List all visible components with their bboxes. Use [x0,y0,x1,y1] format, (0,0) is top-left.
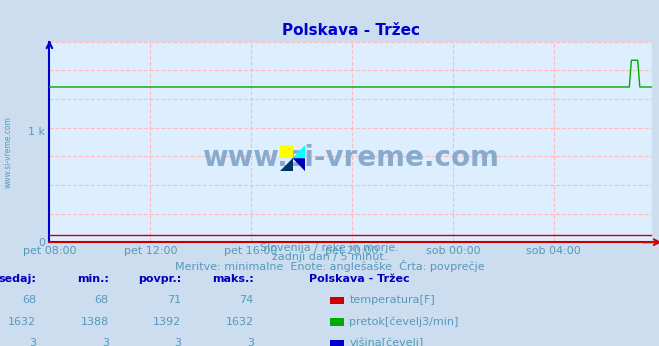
Title: Polskava - Tržec: Polskava - Tržec [282,22,420,38]
Text: Polskava - Tržec: Polskava - Tržec [309,274,409,284]
Text: Meritve: minimalne  Enote: anglešaške  Črta: povprečje: Meritve: minimalne Enote: anglešaške Črt… [175,260,484,272]
Text: 68: 68 [22,295,36,306]
Text: povpr.:: povpr.: [138,274,181,284]
Text: 74: 74 [239,295,254,306]
Text: maks.:: maks.: [212,274,254,284]
Polygon shape [280,158,293,171]
Text: 1632: 1632 [8,317,36,327]
Text: 3: 3 [246,338,254,346]
Text: 1388: 1388 [80,317,109,327]
Text: www.si-vreme.com: www.si-vreme.com [202,144,500,172]
Text: 3: 3 [29,338,36,346]
Text: min.:: min.: [77,274,109,284]
Text: 71: 71 [167,295,181,306]
Text: pretok[čevelj3/min]: pretok[čevelj3/min] [349,316,459,327]
Text: 1392: 1392 [153,317,181,327]
Text: 1632: 1632 [225,317,254,327]
Polygon shape [293,145,305,158]
Bar [280,145,293,158]
Text: temperatura[F]: temperatura[F] [349,295,435,306]
Text: Slovenija / reke in morje.: Slovenija / reke in morje. [260,243,399,253]
Polygon shape [293,158,305,171]
Text: 3: 3 [174,338,181,346]
Text: 3: 3 [101,338,109,346]
Text: 68: 68 [95,295,109,306]
Text: sedaj:: sedaj: [0,274,36,284]
Text: višina[čevelj]: višina[čevelj] [349,338,424,346]
Text: zadnji dan / 5 minut.: zadnji dan / 5 minut. [272,252,387,262]
Text: www.si-vreme.com: www.si-vreme.com [3,116,13,188]
